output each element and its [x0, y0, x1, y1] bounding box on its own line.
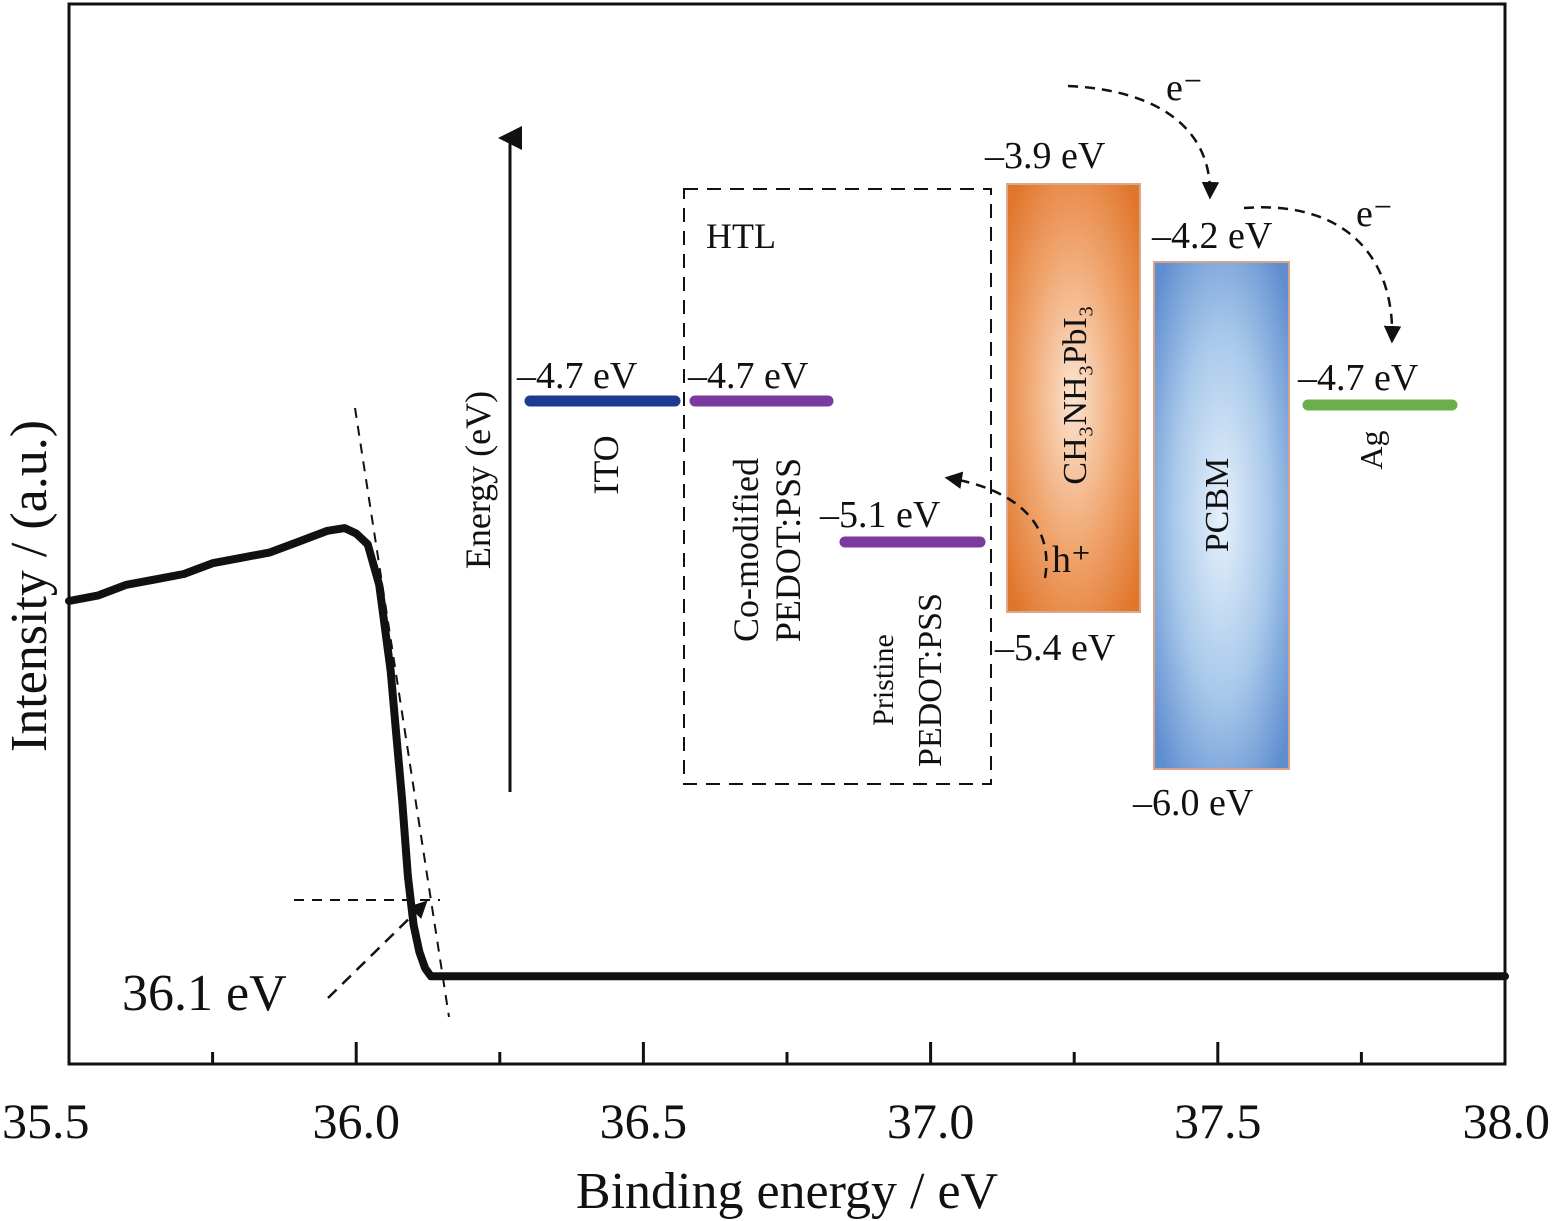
perovskite-block — [1006, 183, 1141, 613]
ito-level-label: –4.7 eV — [516, 355, 638, 397]
x-tick-label: 35.5 — [2, 1093, 90, 1149]
electron-label-1: e⁻ — [1166, 67, 1203, 109]
annotation-label: 36.1 eV — [122, 965, 287, 1022]
x-tick-label: 36.0 — [312, 1093, 400, 1149]
x-axis-tick-labels: 35.5 36.0 36.5 37.0 37.5 38.0 — [2, 1093, 1550, 1149]
htl-label: HTL — [706, 216, 776, 256]
x-tick-label: 37.5 — [1174, 1093, 1262, 1149]
htl-box — [683, 188, 992, 785]
ito-name: ITO — [586, 435, 626, 494]
perovskite-top-level: –3.9 eV — [984, 135, 1106, 177]
pristine-level-label: –5.1 eV — [819, 494, 941, 536]
comodified-name-line1: Co-modified — [726, 458, 766, 642]
hole-label: h⁺ — [1052, 539, 1091, 581]
energy-axis-label: Energy (eV) — [458, 391, 498, 569]
x-axis-label: Binding energy / eV — [576, 1163, 998, 1220]
x-axis-ticks — [67, 1042, 1507, 1064]
x-tick-label: 37.0 — [887, 1093, 975, 1149]
comodified-name-line2: PEDOT:PSS — [768, 458, 808, 642]
comodified-level-label: –4.7 eV — [687, 355, 809, 397]
x-tick-label: 36.5 — [600, 1093, 688, 1149]
electron-arrow-to-ag — [1243, 206, 1402, 344]
pcbm-name: PCBM — [1199, 458, 1236, 553]
annotation-arrow — [327, 900, 428, 999]
onset-tangent-line — [354, 407, 450, 1018]
perovskite-name: CH₃NH₃PbI₃ — [1057, 305, 1094, 484]
pcbm-top-level: –4.2 eV — [1151, 215, 1273, 257]
ag-level-label: –4.7 eV — [1297, 357, 1419, 399]
pcbm-block — [1153, 261, 1290, 770]
pristine-name-line2: PEDOT:PSS — [912, 593, 949, 767]
pristine-name-line1: Pristine — [867, 634, 900, 726]
hole-arrow-to-htl — [944, 471, 1048, 579]
ag-name: Ag — [1353, 430, 1389, 469]
perovskite-bottom-level: –5.4 eV — [994, 627, 1116, 669]
electron-label-2: e⁻ — [1356, 193, 1393, 235]
y-axis-label: Intensity / (a.u.) — [1, 420, 58, 752]
energy-diagram-inset: Energy (eV) HTL –4.7 eV ITO –4.7 eV Co-m… — [458, 67, 1458, 824]
series-line — [65, 524, 1509, 981]
pcbm-bottom-level: –6.0 eV — [1132, 782, 1254, 824]
x-tick-label: 38.0 — [1463, 1093, 1551, 1149]
electron-arrow-to-pcbm — [1067, 84, 1220, 200]
